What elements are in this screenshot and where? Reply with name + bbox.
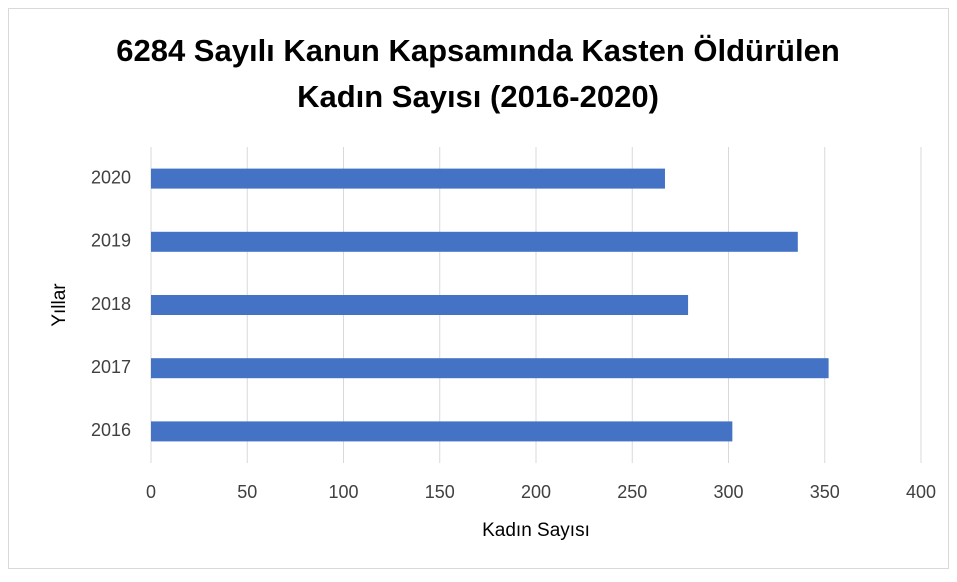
chart-title: Kadın Sayısı (2016-2020) [297,79,659,114]
y-tick-label: 2016 [91,420,131,440]
chart-title: 6284 Sayılı Kanun Kapsamında Kasten Öldü… [116,33,840,68]
bar [151,358,829,379]
bar [151,295,689,315]
x-tick-label: 0 [146,482,156,502]
x-tick-label: 50 [237,482,257,502]
x-tick-label: 100 [328,482,358,502]
bar [151,168,665,189]
bar [151,231,798,252]
x-tick-label: 300 [713,482,743,502]
x-tick-label: 200 [521,482,551,502]
y-tick-label: 2020 [91,167,131,187]
y-axis-label: Yıllar [49,283,70,327]
y-tick-label: 2019 [91,231,131,251]
x-axis-label: Kadın Sayısı [482,520,590,541]
bar [151,421,733,442]
y-tick-label: 2018 [91,294,131,314]
x-tick-label: 150 [425,482,455,502]
x-tick-label: 250 [617,482,647,502]
x-tick-label: 350 [810,482,840,502]
x-tick-label: 400 [906,482,936,502]
chart-frame [8,8,949,569]
y-tick-label: 2017 [91,357,131,377]
